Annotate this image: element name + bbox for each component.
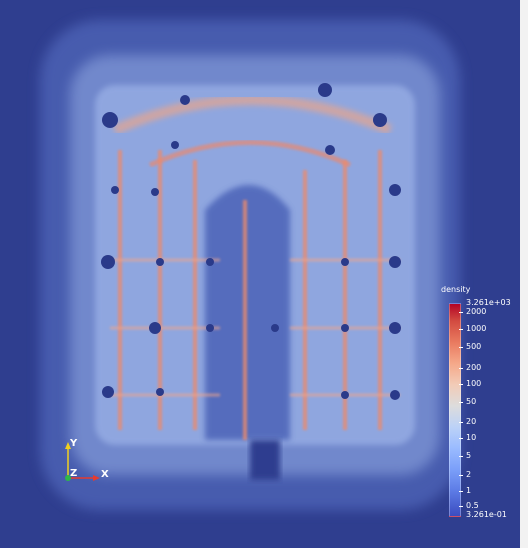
color-legend-tick bbox=[459, 312, 463, 313]
color-legend-tick-label: 10 bbox=[466, 433, 477, 442]
color-legend-tick bbox=[459, 329, 463, 330]
color-legend-tick-label: 0.5 bbox=[466, 501, 479, 510]
color-legend-tick-label: 200 bbox=[466, 363, 482, 372]
color-legend-tick bbox=[459, 384, 463, 385]
color-legend-tick-label: 50 bbox=[466, 397, 477, 406]
axis-z-label: Z bbox=[70, 468, 78, 479]
color-legend-tick-label: 5 bbox=[466, 451, 472, 460]
color-legend-title: density bbox=[441, 285, 471, 294]
color-legend-tick bbox=[459, 456, 463, 457]
color-legend-tick bbox=[459, 422, 463, 423]
axis-y-label: Y bbox=[70, 438, 78, 449]
color-legend-tick-label: 2000 bbox=[466, 307, 487, 316]
color-legend-tick bbox=[459, 491, 463, 492]
color-legend-tick-label: 100 bbox=[466, 379, 482, 388]
color-legend-tick bbox=[459, 438, 463, 439]
axes-triad-icon bbox=[65, 442, 100, 481]
color-legend-tick-label: 2 bbox=[466, 470, 472, 479]
color-legend-tick bbox=[459, 368, 463, 369]
color-legend-tick-label: 1 bbox=[466, 486, 472, 495]
color-legend-tick-label: 500 bbox=[466, 342, 482, 351]
color-legend-tick bbox=[459, 402, 463, 403]
color-legend-gradient bbox=[449, 303, 461, 517]
color-legend-tick bbox=[459, 506, 463, 507]
axis-x-label: X bbox=[101, 469, 109, 480]
color-legend-min-label: 3.261e-01 bbox=[466, 510, 507, 519]
color-legend-tick bbox=[459, 475, 463, 476]
color-legend-tick bbox=[459, 347, 463, 348]
window-edge bbox=[520, 0, 528, 548]
orientation-axes[interactable]: Y X Z bbox=[55, 436, 115, 486]
color-legend-tick-label: 20 bbox=[466, 417, 477, 426]
color-legend-tick-label: 1000 bbox=[466, 324, 487, 333]
color-legend-max-label: 3.261e+03 bbox=[466, 298, 511, 307]
